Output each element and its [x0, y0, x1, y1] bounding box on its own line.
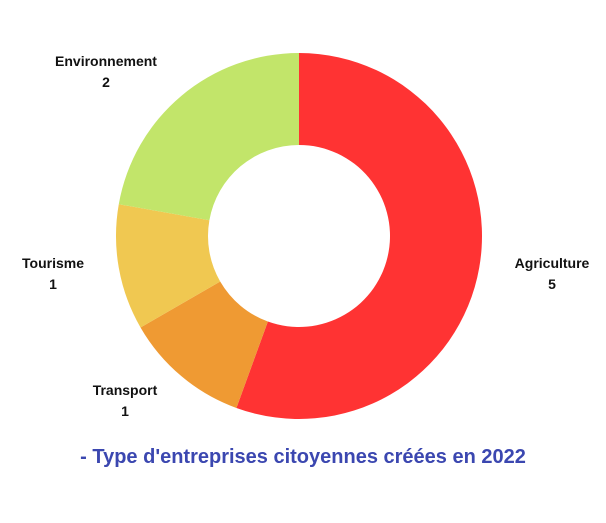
slice-label-agriculture-value: 5: [548, 276, 556, 292]
slice-agriculture: [236, 53, 483, 419]
slice-label-environnement: Environnement 2: [44, 51, 168, 93]
chart-caption: - Type d'entreprises citoyennes créées e…: [80, 446, 526, 468]
slice-label-tourisme-name: Tourisme: [22, 255, 84, 271]
slice-label-transport-name: Transport: [92, 382, 158, 398]
slice-label-transport: Transport 1: [86, 380, 164, 422]
slice-environnement: [118, 53, 299, 221]
slice-label-transport-value: 1: [121, 403, 129, 419]
slice-label-tourisme: Tourisme 1: [14, 253, 92, 295]
slice-label-agriculture-name: Agriculture: [514, 255, 590, 271]
slice-label-agriculture: Agriculture 5: [510, 253, 594, 295]
slices-group: [115, 53, 483, 419]
slice-transport: [140, 281, 268, 408]
slice-tourisme: [115, 204, 221, 328]
slice-label-tourisme-value: 1: [49, 276, 57, 292]
slice-label-environnement-name: Environnement: [55, 53, 157, 69]
slice-label-environnement-value: 2: [102, 74, 110, 90]
